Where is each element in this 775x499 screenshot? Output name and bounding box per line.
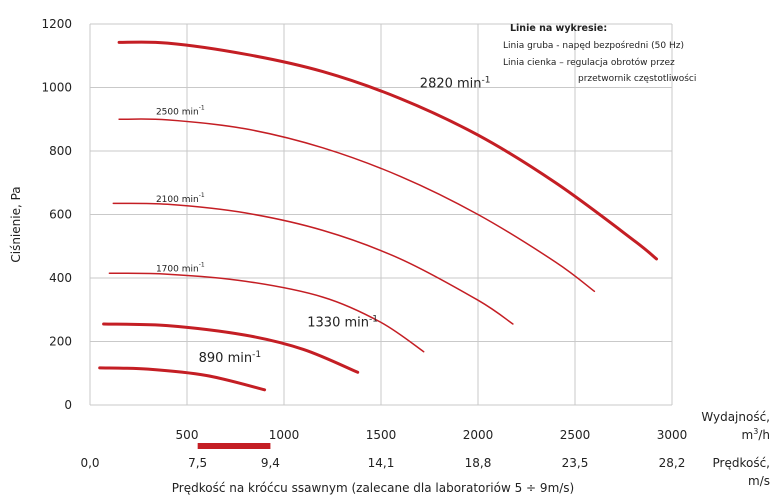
recommended-range-bar <box>197 443 271 449</box>
curve-labels: 2820 min-1 2500 min-1 2100 min-1 1700 min-1… <box>156 76 491 367</box>
velocity-tick-label: 23,5 <box>562 456 589 470</box>
flow-tick-label: 2000 <box>463 428 494 442</box>
legend: Linie na wykresie: Linia gruba - napęd b… <box>503 23 696 84</box>
flow-tick-label: 500 <box>176 428 199 442</box>
curve-label-2100: 2100 min-1 <box>156 192 205 205</box>
curve-label-2820: 2820 min-1 <box>420 76 491 92</box>
curve-label-1330: 1330 min-1 <box>307 314 378 330</box>
velocity-axis-title: Prędkość, m/s <box>713 456 771 488</box>
curve-label-2500: 2500 min-1 <box>156 104 205 117</box>
velocity-tick-label: 18,8 <box>465 456 492 470</box>
flow-tick-label: 1000 <box>269 428 300 442</box>
y-tick-label: 1000 <box>41 81 72 95</box>
curve-1330 <box>102 322 360 374</box>
velocity-tick-label: 28,2 <box>659 456 686 470</box>
y-tick-label: 800 <box>49 144 72 158</box>
legend-line-thin: Linia cienka – regulacja obrotów przez <box>503 57 675 68</box>
curve-label-890: 890 min-1 <box>199 350 261 366</box>
flow-axis-ticks: 500 1000 1500 2000 2500 3000 <box>176 428 688 442</box>
pressure-curves <box>98 40 658 392</box>
legend-line-thin-cont: przetwornik częstotliwości <box>578 73 696 84</box>
flow-tick-label: 2500 <box>560 428 591 442</box>
legend-line-thick: Linia gruba - napęd bezpośredni (50 Hz) <box>503 40 684 51</box>
y-tick-label: 200 <box>49 335 72 349</box>
y-tick-label: 600 <box>49 208 72 222</box>
flow-tick-label: 1500 <box>366 428 397 442</box>
y-tick-label: 400 <box>49 271 72 285</box>
y-axis-title: Ciśnienie, Pa <box>9 186 23 262</box>
curve-2500 <box>118 118 596 293</box>
legend-title: Linie na wykresie: <box>510 23 607 34</box>
grid <box>89 23 673 406</box>
y-axis-ticks: 0 200 400 600 800 1000 1200 <box>41 17 72 412</box>
curve-label-1700: 1700 min-1 <box>156 262 205 275</box>
curve-2100 <box>112 202 514 325</box>
velocity-tick-label: 9,4 <box>261 456 280 470</box>
velocity-axis-ticks: 0,0 7,5 9,4 14,1 18,8 23,5 28,2 <box>80 456 685 470</box>
flow-axis-title: Wydajność, m3/h <box>701 410 770 442</box>
curve-2820 <box>117 40 658 261</box>
velocity-axis-title-line1: Prędkość, <box>713 456 771 470</box>
velocity-tick-label: 14,1 <box>368 456 395 470</box>
velocity-tick-label: 7,5 <box>188 456 207 470</box>
flow-tick-label: 3000 <box>657 428 688 442</box>
curve-1700 <box>108 272 425 353</box>
flow-axis-title-line1: Wydajność, <box>701 410 770 424</box>
flow-axis-title-line2: m3/h <box>742 427 770 442</box>
velocity-tick-label: 0,0 <box>80 456 99 470</box>
y-tick-label: 0 <box>64 398 72 412</box>
velocity-axis-title-line2: m/s <box>748 474 770 488</box>
x-axis-title: Prędkość na króćcu ssawnym (zalecane dla… <box>172 481 574 495</box>
y-tick-label: 1200 <box>41 17 72 31</box>
curve-890 <box>98 366 267 392</box>
